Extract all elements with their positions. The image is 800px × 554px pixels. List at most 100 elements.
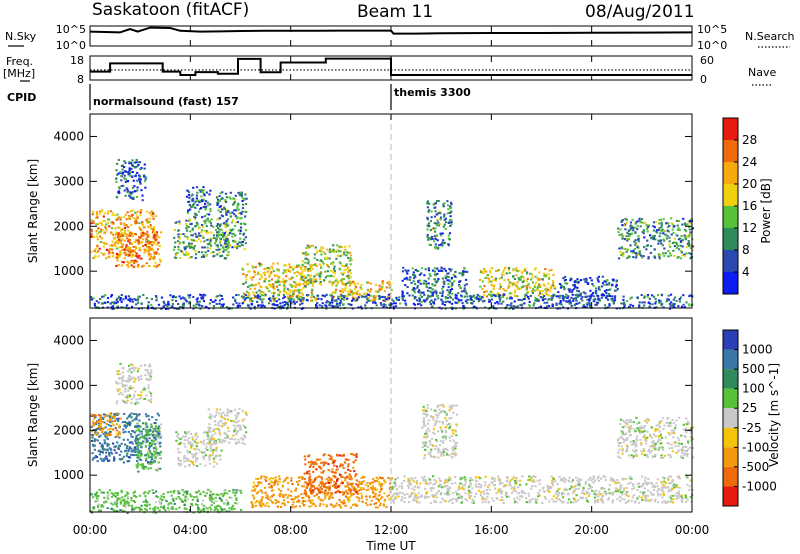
power-cell: [386, 281, 389, 284]
power-cell: [202, 297, 205, 300]
velocity-cell: [157, 427, 160, 430]
power-cell: [272, 283, 275, 286]
y-tick-label: 3000: [53, 174, 84, 188]
velocity-cell: [251, 489, 254, 492]
power-cell: [348, 280, 351, 283]
power-cell: [624, 238, 627, 241]
power-cell: [267, 267, 270, 270]
power-cell: [673, 254, 676, 257]
power-cell: [318, 304, 321, 307]
velocity-cell: [358, 499, 361, 502]
velocity-cell: [194, 432, 197, 435]
velocity-cell: [122, 431, 125, 434]
power-cell: [146, 230, 149, 233]
power-cell: [120, 294, 123, 296]
power-cell: [681, 254, 684, 257]
power-cell: [307, 270, 310, 272]
velocity-cell: [301, 485, 304, 488]
power-cell: [201, 200, 204, 203]
power-cell: [503, 279, 506, 282]
velocity-cell: [226, 418, 230, 421]
power-cell: [273, 288, 276, 291]
power-cell: [125, 235, 128, 238]
power-cell: [635, 252, 638, 255]
power-cell: [647, 257, 650, 260]
velocity-cell: [115, 382, 118, 385]
velocity-cell: [376, 506, 379, 509]
power-cell: [202, 254, 205, 257]
power-cell: [439, 291, 442, 294]
power-cell: [479, 271, 482, 274]
power-cell: [219, 239, 222, 242]
power-cell: [301, 276, 304, 279]
velocity-cell: [294, 496, 297, 499]
velocity-cell: [383, 498, 386, 501]
power-cell: [428, 225, 431, 227]
velocity-cell: [351, 485, 354, 488]
cpid-label: CPID: [7, 91, 36, 104]
velocity-cell: [382, 503, 385, 506]
power-cell: [124, 194, 127, 197]
velocity-cell: [127, 430, 130, 433]
power-cell: [123, 232, 126, 235]
power-cell: [261, 299, 264, 302]
power-cell: [219, 248, 222, 251]
velocity-cell: [103, 448, 106, 451]
power-cell: [605, 283, 608, 286]
velocity-cell: [128, 424, 132, 427]
power-cell: [521, 286, 524, 289]
velocity-cell: [128, 379, 131, 382]
power-cell: [93, 304, 97, 307]
power-cell: [506, 304, 509, 307]
power-cell: [613, 296, 616, 299]
power-cell: [326, 300, 329, 303]
power-cell: [139, 228, 143, 231]
power-cell: [305, 279, 308, 282]
power-cell: [133, 249, 136, 251]
power-cell: [117, 190, 121, 193]
power-cell: [238, 212, 241, 215]
power-cell: [222, 247, 225, 249]
power-cell: [668, 240, 671, 243]
power-cell: [668, 302, 672, 305]
power-cell: [523, 302, 526, 305]
power-cell: [565, 293, 568, 296]
power-cell: [559, 300, 562, 302]
velocity-cell: [115, 429, 118, 432]
power-cell: [215, 295, 218, 298]
power-cell: [525, 272, 528, 275]
power-cell: [603, 290, 606, 293]
velocity-cell: [233, 429, 236, 432]
cpid-themis-label: themis 3300: [394, 86, 471, 99]
power-cell: [434, 227, 437, 230]
power-cell: [645, 224, 648, 227]
power-cell: [623, 303, 626, 306]
velocity-cell: [331, 485, 334, 488]
power-cell: [194, 206, 197, 209]
power-cell: [527, 296, 530, 298]
velocity-cell: [215, 446, 218, 449]
power-cell: [209, 189, 212, 192]
power-cell: [311, 244, 314, 247]
power-cell: [102, 215, 105, 218]
velocity-cell: [136, 422, 139, 425]
velocity-cell: [158, 457, 161, 459]
power-cell: [689, 220, 692, 223]
power-cell: [225, 230, 228, 233]
power-cell: [654, 300, 658, 303]
velocity-cell: [183, 455, 186, 457]
velocity-cell: [227, 430, 230, 432]
velocity-cell: [319, 502, 322, 505]
power-cell: [450, 288, 454, 291]
velocity-cell: [282, 480, 285, 483]
power-cell: [428, 202, 431, 205]
power-cell: [253, 287, 256, 290]
power-cell: [319, 281, 322, 283]
power-cell: [178, 220, 181, 223]
power-cell: [134, 190, 137, 193]
power-cell: [236, 247, 239, 250]
power-cell: [263, 305, 266, 308]
power-cell: [677, 305, 680, 308]
power-cell: [204, 219, 207, 222]
